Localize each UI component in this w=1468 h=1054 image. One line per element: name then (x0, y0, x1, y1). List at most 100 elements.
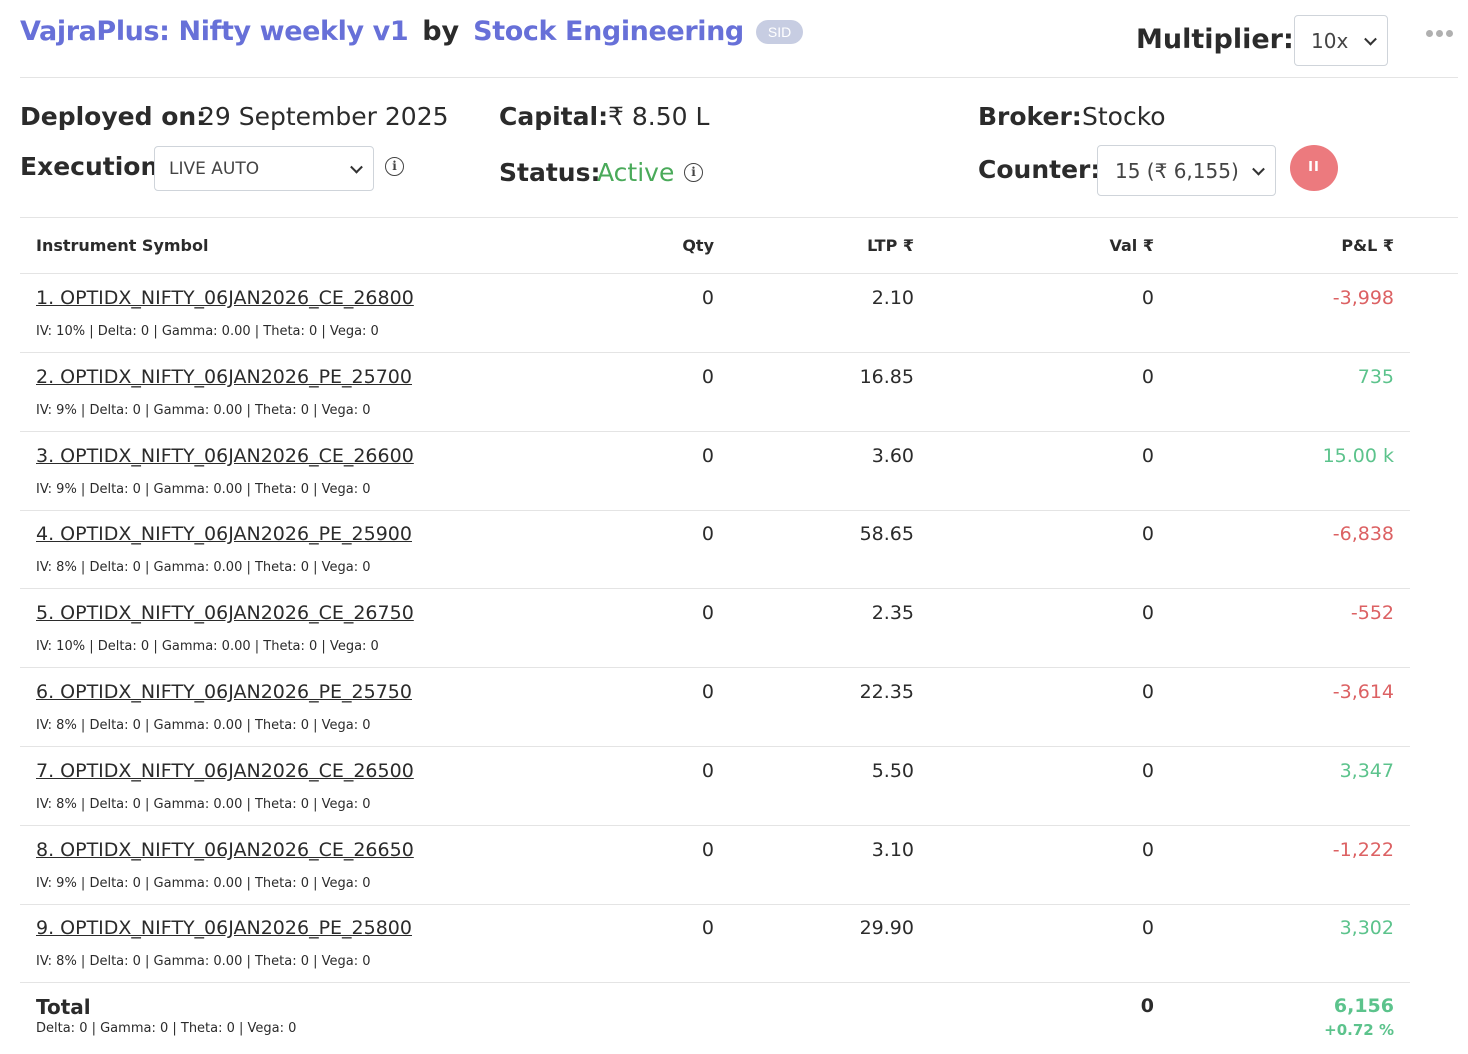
header-symbol: Instrument Symbol (36, 236, 209, 255)
instrument-symbol-link[interactable]: 9. OPTIDX_NIFTY_06JAN2026_PE_25800 (36, 917, 412, 939)
broker-value: Stocko (1082, 102, 1166, 131)
counter-label: Counter: (978, 155, 1101, 184)
val-cell: 0 (1141, 681, 1154, 703)
total-pnl: 6,156 (1333, 995, 1394, 1017)
by-text: by (422, 16, 460, 47)
qty-cell: 0 (701, 917, 714, 939)
val-cell: 0 (1141, 917, 1154, 939)
header-ltp: LTP ₹ (867, 236, 914, 255)
dot (1426, 30, 1433, 37)
instrument-greeks: IV: 10% | Delta: 0 | Gamma: 0.00 | Theta… (36, 639, 379, 654)
page-header: VajraPlus: Nifty weekly v1 by Stock Engi… (20, 0, 1458, 78)
chevron-down-icon (1252, 162, 1265, 176)
qty-cell: 0 (701, 366, 714, 388)
execution-info-icon[interactable]: i (385, 157, 404, 176)
qty-cell: 0 (701, 602, 714, 624)
header-qty: Qty (682, 236, 714, 255)
pause-button[interactable]: II (1290, 145, 1338, 191)
dot (1436, 30, 1443, 37)
instrument-symbol-link[interactable]: 2. OPTIDX_NIFTY_06JAN2026_PE_25700 (36, 366, 412, 388)
instrument-greeks: IV: 8% | Delta: 0 | Gamma: 0.00 | Theta:… (36, 797, 371, 812)
capital-label: Capital: (499, 102, 609, 131)
execution-value: LIVE AUTO (169, 158, 260, 179)
instrument-greeks: IV: 8% | Delta: 0 | Gamma: 0.00 | Theta:… (36, 560, 371, 575)
pnl-cell: 15.00 k (1322, 445, 1394, 467)
instrument-symbol-link[interactable]: 4. OPTIDX_NIFTY_06JAN2026_PE_25900 (36, 523, 412, 545)
instrument-symbol-link[interactable]: 3. OPTIDX_NIFTY_06JAN2026_CE_26600 (36, 445, 414, 467)
pnl-cell: 3,302 (1339, 917, 1394, 939)
qty-cell: 0 (701, 681, 714, 703)
ltp-cell: 2.35 (871, 602, 914, 624)
table-row: 2. OPTIDX_NIFTY_06JAN2026_PE_25700 IV: 9%… (20, 353, 1410, 432)
table-row: 4. OPTIDX_NIFTY_06JAN2026_PE_25900 IV: 8%… (20, 510, 1410, 589)
table-row: 9. OPTIDX_NIFTY_06JAN2026_PE_25800 IV: 8%… (20, 904, 1410, 983)
val-cell: 0 (1141, 760, 1154, 782)
val-cell: 0 (1141, 287, 1154, 309)
val-cell: 0 (1141, 366, 1154, 388)
table-header: Instrument Symbol Qty LTP ₹ Val ₹ P&L ₹ (20, 218, 1458, 274)
table-row: 8. OPTIDX_NIFTY_06JAN2026_CE_26650 IV: 9%… (20, 826, 1410, 905)
pnl-cell: -3,998 (1332, 287, 1394, 309)
ltp-cell: 2.10 (871, 287, 914, 309)
instrument-greeks: IV: 8% | Delta: 0 | Gamma: 0.00 | Theta:… (36, 718, 371, 733)
strategy-name-link[interactable]: VajraPlus: Nifty weekly v1 (20, 16, 409, 47)
execution-select[interactable]: LIVE AUTO (154, 146, 374, 191)
divider (20, 217, 1458, 218)
instrument-symbol-link[interactable]: 8. OPTIDX_NIFTY_06JAN2026_CE_26650 (36, 839, 414, 861)
table-row: 6. OPTIDX_NIFTY_06JAN2026_PE_25750 IV: 8%… (20, 668, 1410, 747)
pnl-cell: -3,614 (1332, 681, 1394, 703)
more-horizontal-icon[interactable] (1426, 30, 1453, 37)
execution-label: Execution: (20, 152, 169, 181)
instrument-greeks: IV: 9% | Delta: 0 | Gamma: 0.00 | Theta:… (36, 482, 371, 497)
qty-cell: 0 (701, 839, 714, 861)
header-pnl: P&L ₹ (1341, 236, 1394, 255)
qty-cell: 0 (701, 523, 714, 545)
dot (1446, 30, 1453, 37)
val-cell: 0 (1141, 602, 1154, 624)
val-cell: 0 (1141, 445, 1154, 467)
status-label: Status: (499, 158, 601, 187)
total-greeks: Delta: 0 | Gamma: 0 | Theta: 0 | Vega: 0 (36, 1021, 297, 1036)
broker-label: Broker: (978, 102, 1082, 131)
total-pnl-percent: +0.72 % (1324, 1021, 1394, 1039)
ltp-cell: 3.60 (871, 445, 914, 467)
instrument-greeks: IV: 9% | Delta: 0 | Gamma: 0.00 | Theta:… (36, 403, 371, 418)
ltp-cell: 3.10 (871, 839, 914, 861)
author-link[interactable]: Stock Engineering (473, 16, 744, 47)
table-row: 7. OPTIDX_NIFTY_06JAN2026_CE_26500 IV: 8%… (20, 747, 1410, 826)
ltp-cell: 16.85 (859, 366, 914, 388)
deployed-value: 29 September 2025 (199, 102, 449, 131)
pnl-cell: -1,222 (1332, 839, 1394, 861)
instrument-symbol-link[interactable]: 6. OPTIDX_NIFTY_06JAN2026_PE_25750 (36, 681, 412, 703)
table-row: 5. OPTIDX_NIFTY_06JAN2026_CE_26750 IV: 10… (20, 589, 1410, 668)
multiplier-select[interactable]: 10x (1294, 15, 1388, 66)
chevron-down-icon (350, 160, 363, 174)
instrument-symbol-link[interactable]: 5. OPTIDX_NIFTY_06JAN2026_CE_26750 (36, 602, 414, 624)
total-row: Total Delta: 0 | Gamma: 0 | Theta: 0 | V… (20, 983, 1410, 1054)
total-label: Total (36, 995, 91, 1019)
val-cell: 0 (1141, 839, 1154, 861)
pnl-cell: 3,347 (1339, 760, 1394, 782)
table-row: 3. OPTIDX_NIFTY_06JAN2026_CE_26600 IV: 9%… (20, 432, 1410, 511)
ltp-cell: 58.65 (859, 523, 914, 545)
deployed-label: Deployed on: (20, 102, 207, 131)
ltp-cell: 22.35 (859, 681, 914, 703)
ltp-cell: 5.50 (871, 760, 914, 782)
status-info-icon[interactable]: i (684, 163, 703, 182)
qty-cell: 0 (701, 287, 714, 309)
status-value: Active (597, 158, 675, 187)
instrument-greeks: IV: 9% | Delta: 0 | Gamma: 0.00 | Theta:… (36, 876, 371, 891)
qty-cell: 0 (701, 760, 714, 782)
pnl-cell: -552 (1350, 602, 1394, 624)
instrument-symbol-link[interactable]: 1. OPTIDX_NIFTY_06JAN2026_CE_26800 (36, 287, 414, 309)
multiplier-value: 10x (1311, 28, 1349, 53)
title-line: VajraPlus: Nifty weekly v1 by Stock Engi… (20, 16, 804, 47)
table-row: 1. OPTIDX_NIFTY_06JAN2026_CE_26800 IV: 10… (20, 274, 1410, 353)
sid-badge: SID (755, 19, 804, 44)
pnl-cell: -6,838 (1332, 523, 1394, 545)
pnl-cell: 735 (1357, 366, 1394, 388)
instrument-symbol-link[interactable]: 7. OPTIDX_NIFTY_06JAN2026_CE_26500 (36, 760, 414, 782)
counter-value: 15 (₹ 6,155) (1115, 158, 1239, 183)
total-val: 0 (1140, 995, 1154, 1017)
counter-select[interactable]: 15 (₹ 6,155) (1097, 145, 1276, 196)
